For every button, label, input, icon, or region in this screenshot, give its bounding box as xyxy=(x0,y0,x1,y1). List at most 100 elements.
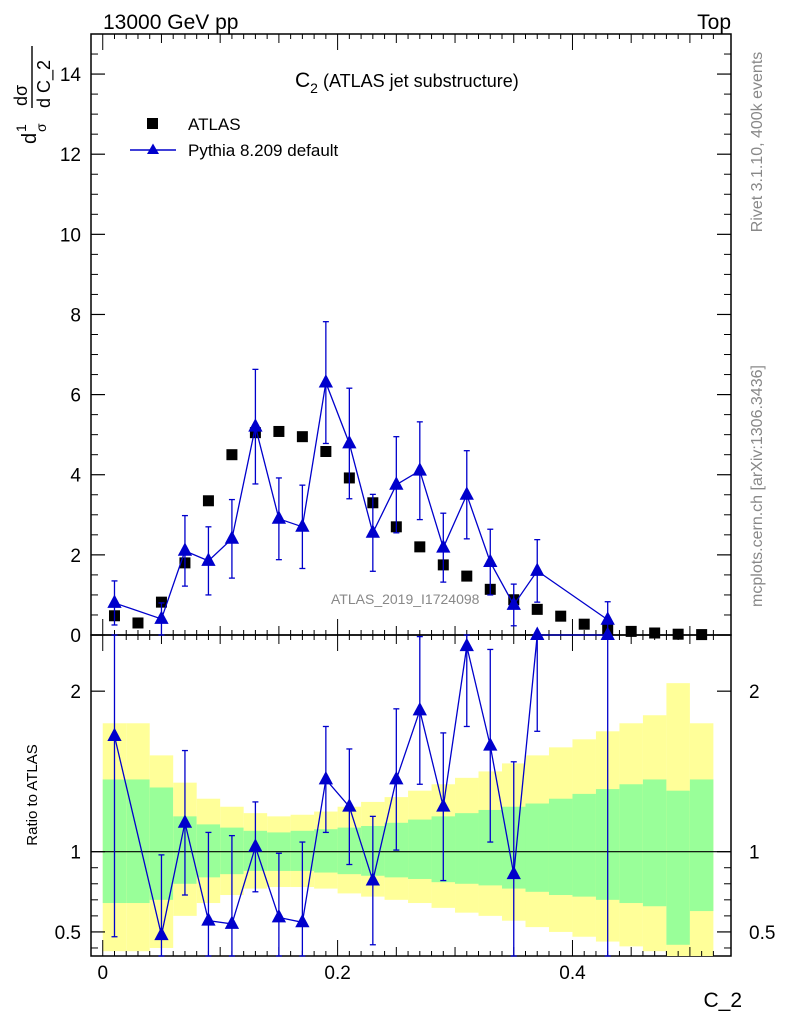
ratio-data xyxy=(107,626,615,957)
ratio-point-18 xyxy=(600,626,615,640)
header-right-label: Top xyxy=(697,11,731,34)
ratio-point-6 xyxy=(271,909,287,923)
pythia-point-5 xyxy=(248,418,263,432)
main-panel-frame xyxy=(90,33,732,636)
ylabel-one: 1 xyxy=(13,124,29,132)
pythia-point-10 xyxy=(365,524,380,538)
ylabel-dsigma: dσ xyxy=(11,85,31,106)
analysis-watermark: ATLAS_2019_I1724098 xyxy=(331,591,480,607)
pythia-point-11 xyxy=(389,476,404,490)
pythia-point-7 xyxy=(295,518,310,532)
ratio-point-5 xyxy=(248,838,263,852)
pythia-point-14 xyxy=(459,486,474,500)
ratio-point-10 xyxy=(365,872,380,886)
ratio-point-4 xyxy=(224,915,240,929)
atlas-point-4 xyxy=(202,495,214,507)
header-left-label: 13000 GeV pp xyxy=(103,11,238,34)
xtick-label-0: 0 xyxy=(97,963,108,984)
pythia-point-3 xyxy=(201,552,216,566)
atlas-point-23 xyxy=(649,627,661,639)
legend-atlas-label: ATLAS xyxy=(188,115,241,134)
atlas-point-19 xyxy=(555,610,567,622)
atlas-point-24 xyxy=(672,628,684,640)
mcplots-label: mcplots.cern.ch [arXiv:1306.3436] xyxy=(749,365,766,607)
pythia-point-13 xyxy=(436,539,451,553)
pythia-point-8 xyxy=(318,374,334,388)
inner-band-24 xyxy=(666,790,690,945)
inner-band-13 xyxy=(408,819,432,879)
atlas-point-9 xyxy=(320,445,332,457)
pythia-line xyxy=(114,380,609,621)
ylabel-sigma: σ xyxy=(33,123,49,132)
pythia-point-17 xyxy=(530,562,545,576)
inner-band-23 xyxy=(642,779,667,907)
atlas-point-22 xyxy=(625,625,637,637)
ratio-point-3 xyxy=(201,912,216,926)
atlas-point-5 xyxy=(226,449,238,461)
main-yticks: 0 2 4 6 8 10 12 14 xyxy=(60,53,731,647)
main-ytick-label-3: 6 xyxy=(70,386,81,407)
inner-band-19 xyxy=(548,798,573,896)
legend-pythia-marker xyxy=(147,143,159,154)
ratio-point-11 xyxy=(389,771,404,785)
inner-band-16 xyxy=(478,809,503,886)
ratio-ytick-label-right-0: 0.5 xyxy=(749,923,775,944)
ratio-ytick-label-right-1: 1 xyxy=(749,843,760,864)
inner-band-2 xyxy=(149,787,174,900)
pythia-point-12 xyxy=(412,462,427,476)
ratio-panel-frame xyxy=(90,634,732,957)
atlas-point-2 xyxy=(155,596,167,608)
xtick-label-1: 0.2 xyxy=(324,963,350,984)
main-ytick-label-5: 10 xyxy=(60,225,81,246)
ratio-yticks: 0.5 0.5 1 1 2 2 xyxy=(55,682,775,949)
ratio-ylabel: Ratio to ATLAS xyxy=(24,744,41,845)
ratio-point-2 xyxy=(177,814,193,828)
ratio-point-14 xyxy=(459,637,474,652)
pythia-point-1 xyxy=(154,610,169,624)
main-ytick-label-0: 0 xyxy=(70,626,81,647)
title-sub: 2 xyxy=(310,80,318,96)
ratio-point-13 xyxy=(436,798,451,812)
pythia-point-2 xyxy=(177,542,193,556)
ratio-point-0 xyxy=(107,727,122,742)
ratio-point-15 xyxy=(483,737,498,751)
pythia-point-0 xyxy=(107,594,122,608)
atlas-point-25 xyxy=(696,629,708,641)
ratio-ytick-label-2: 2 xyxy=(70,682,81,703)
ratio-point-16 xyxy=(506,865,521,880)
main-title: C2 (ATLAS jet substructure) xyxy=(295,69,519,96)
atlas-point-7 xyxy=(273,425,285,437)
inner-band-20 xyxy=(572,793,596,897)
xtick-label-2: 0.4 xyxy=(559,963,586,984)
ratio-point-9 xyxy=(342,798,357,812)
atlas-point-1 xyxy=(132,617,144,629)
ratio-ytick-label-0: 0.5 xyxy=(55,923,81,944)
atlas-point-18 xyxy=(531,603,543,615)
ratio-point-17 xyxy=(530,626,545,640)
main-ytick-label-2: 4 xyxy=(70,466,81,487)
pythia-point-4 xyxy=(224,530,240,544)
ratio-point-1 xyxy=(154,926,169,941)
rivet-label: Rivet 3.1.10, 400k events xyxy=(749,52,766,233)
pythia-point-16 xyxy=(506,596,521,610)
inner-band-18 xyxy=(525,803,549,892)
main-ytick-label-4: 8 xyxy=(70,305,81,326)
x-axis-label: C_2 xyxy=(703,989,742,1012)
title-main: C xyxy=(295,69,310,92)
inner-band-9 xyxy=(314,829,338,873)
inner-band-25 xyxy=(689,779,714,912)
main-ylabel: d 1 σ dσ d C_2 xyxy=(11,46,55,144)
atlas-point-15 xyxy=(461,570,473,582)
ratio-ytick-label-1: 1 xyxy=(70,843,81,864)
inner-band-22 xyxy=(619,784,643,904)
ratio-point-7 xyxy=(295,913,310,928)
title-rest: (ATLAS jet substructure) xyxy=(318,71,519,91)
atlas-point-13 xyxy=(414,541,426,553)
main-ytick-label-1: 2 xyxy=(70,546,81,567)
x-ticks: 0 0.2 0.4 xyxy=(97,34,714,984)
legend: ATLAS Pythia 8.209 default xyxy=(130,115,339,160)
main-ytick-label-7: 14 xyxy=(60,65,82,86)
ratio-ytick-label-right-2: 2 xyxy=(749,682,760,703)
legend-atlas-marker xyxy=(147,118,158,129)
pythia-point-18 xyxy=(600,611,615,625)
